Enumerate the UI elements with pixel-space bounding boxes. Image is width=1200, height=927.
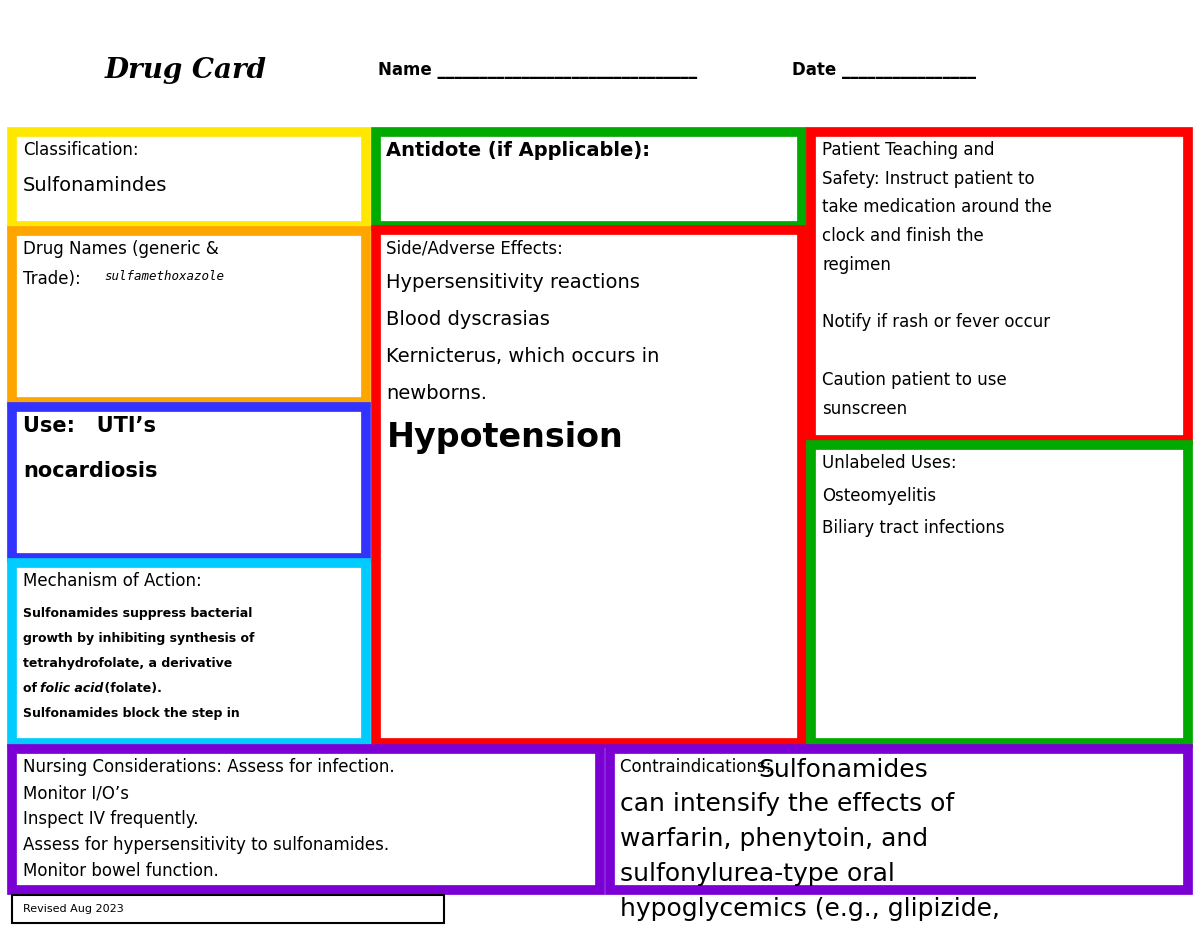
Text: Antidote (if Applicable):: Antidote (if Applicable): xyxy=(386,141,650,159)
Text: Classification:: Classification: xyxy=(23,141,138,159)
Text: Trade):: Trade): xyxy=(23,270,80,287)
Text: Caution patient to use: Caution patient to use xyxy=(822,371,1007,388)
Text: Sulfonamindes: Sulfonamindes xyxy=(23,176,167,195)
Text: Sulfonamides block the step in: Sulfonamides block the step in xyxy=(23,707,240,720)
Bar xyxy=(12,563,366,743)
Text: Assess for hypersensitivity to sulfonamides.: Assess for hypersensitivity to sulfonami… xyxy=(23,836,389,854)
Bar xyxy=(12,895,444,923)
Text: nocardiosis: nocardiosis xyxy=(23,461,157,481)
Text: growth by inhibiting synthesis of: growth by inhibiting synthesis of xyxy=(23,632,254,645)
Text: take medication around the: take medication around the xyxy=(822,198,1052,216)
Text: Blood dyscrasias: Blood dyscrasias xyxy=(386,310,551,328)
Text: Biliary tract infections: Biliary tract infections xyxy=(822,519,1004,537)
Text: Date ________________: Date ________________ xyxy=(792,61,976,80)
Text: clock and finish the: clock and finish the xyxy=(822,227,984,245)
Text: Monitor I/O’s: Monitor I/O’s xyxy=(23,784,128,802)
Text: sunscreen: sunscreen xyxy=(822,400,907,417)
Bar xyxy=(12,231,366,402)
Text: Sulfonamides suppress bacterial: Sulfonamides suppress bacterial xyxy=(23,607,252,620)
Text: Patient Teaching and: Patient Teaching and xyxy=(822,141,995,159)
Text: Hypersensitivity reactions: Hypersensitivity reactions xyxy=(386,273,641,291)
Text: Side/Adverse Effects:: Side/Adverse Effects: xyxy=(386,239,563,257)
Bar xyxy=(376,132,802,226)
Text: Safety: Instruct patient to: Safety: Instruct patient to xyxy=(822,170,1034,187)
Bar xyxy=(376,230,802,743)
Bar xyxy=(811,132,1188,440)
Text: Monitor bowel function.: Monitor bowel function. xyxy=(23,862,218,880)
Bar xyxy=(12,407,366,558)
Text: can intensify the effects of: can intensify the effects of xyxy=(620,792,955,816)
Text: Drug Card: Drug Card xyxy=(106,57,266,84)
Text: Inspect IV frequently.: Inspect IV frequently. xyxy=(23,810,198,828)
Text: warfarin, phenytoin, and: warfarin, phenytoin, and xyxy=(620,827,929,851)
Text: regimen: regimen xyxy=(822,256,890,273)
Text: Revised Aug 2023: Revised Aug 2023 xyxy=(23,905,124,914)
Text: hypoglycemics (e.g., glipizide,: hypoglycemics (e.g., glipizide, xyxy=(620,897,1001,921)
Text: Mechanism of Action:: Mechanism of Action: xyxy=(23,572,202,590)
Text: Nursing Considerations: Assess for infection.: Nursing Considerations: Assess for infec… xyxy=(23,758,395,776)
Text: Sulfonamides: Sulfonamides xyxy=(758,758,928,782)
Text: Name _______________________________: Name _______________________________ xyxy=(378,61,697,80)
Text: Use:   UTI’s: Use: UTI’s xyxy=(23,416,156,437)
Text: Hypotension: Hypotension xyxy=(386,421,623,454)
Bar xyxy=(12,749,600,890)
Text: Osteomyelitis: Osteomyelitis xyxy=(822,487,936,504)
Text: of: of xyxy=(23,682,41,695)
Text: Notify if rash or fever occur: Notify if rash or fever occur xyxy=(822,313,1050,331)
Bar xyxy=(12,132,366,226)
Text: Contraindications:: Contraindications: xyxy=(620,758,778,776)
Text: Kernicterus, which occurs in: Kernicterus, which occurs in xyxy=(386,347,660,365)
Text: sulfonylurea-type oral: sulfonylurea-type oral xyxy=(620,862,895,886)
Text: (folate).: (folate). xyxy=(100,682,162,695)
Text: Drug Names (generic &: Drug Names (generic & xyxy=(23,240,218,258)
Text: folic acid: folic acid xyxy=(40,682,103,695)
Text: Unlabeled Uses:: Unlabeled Uses: xyxy=(822,454,956,472)
Bar xyxy=(610,749,1188,890)
Text: newborns.: newborns. xyxy=(386,384,487,402)
Text: tetrahydrofolate, a derivative: tetrahydrofolate, a derivative xyxy=(23,657,232,670)
Text: sulfamethoxazole: sulfamethoxazole xyxy=(104,270,224,283)
Bar xyxy=(811,445,1188,743)
